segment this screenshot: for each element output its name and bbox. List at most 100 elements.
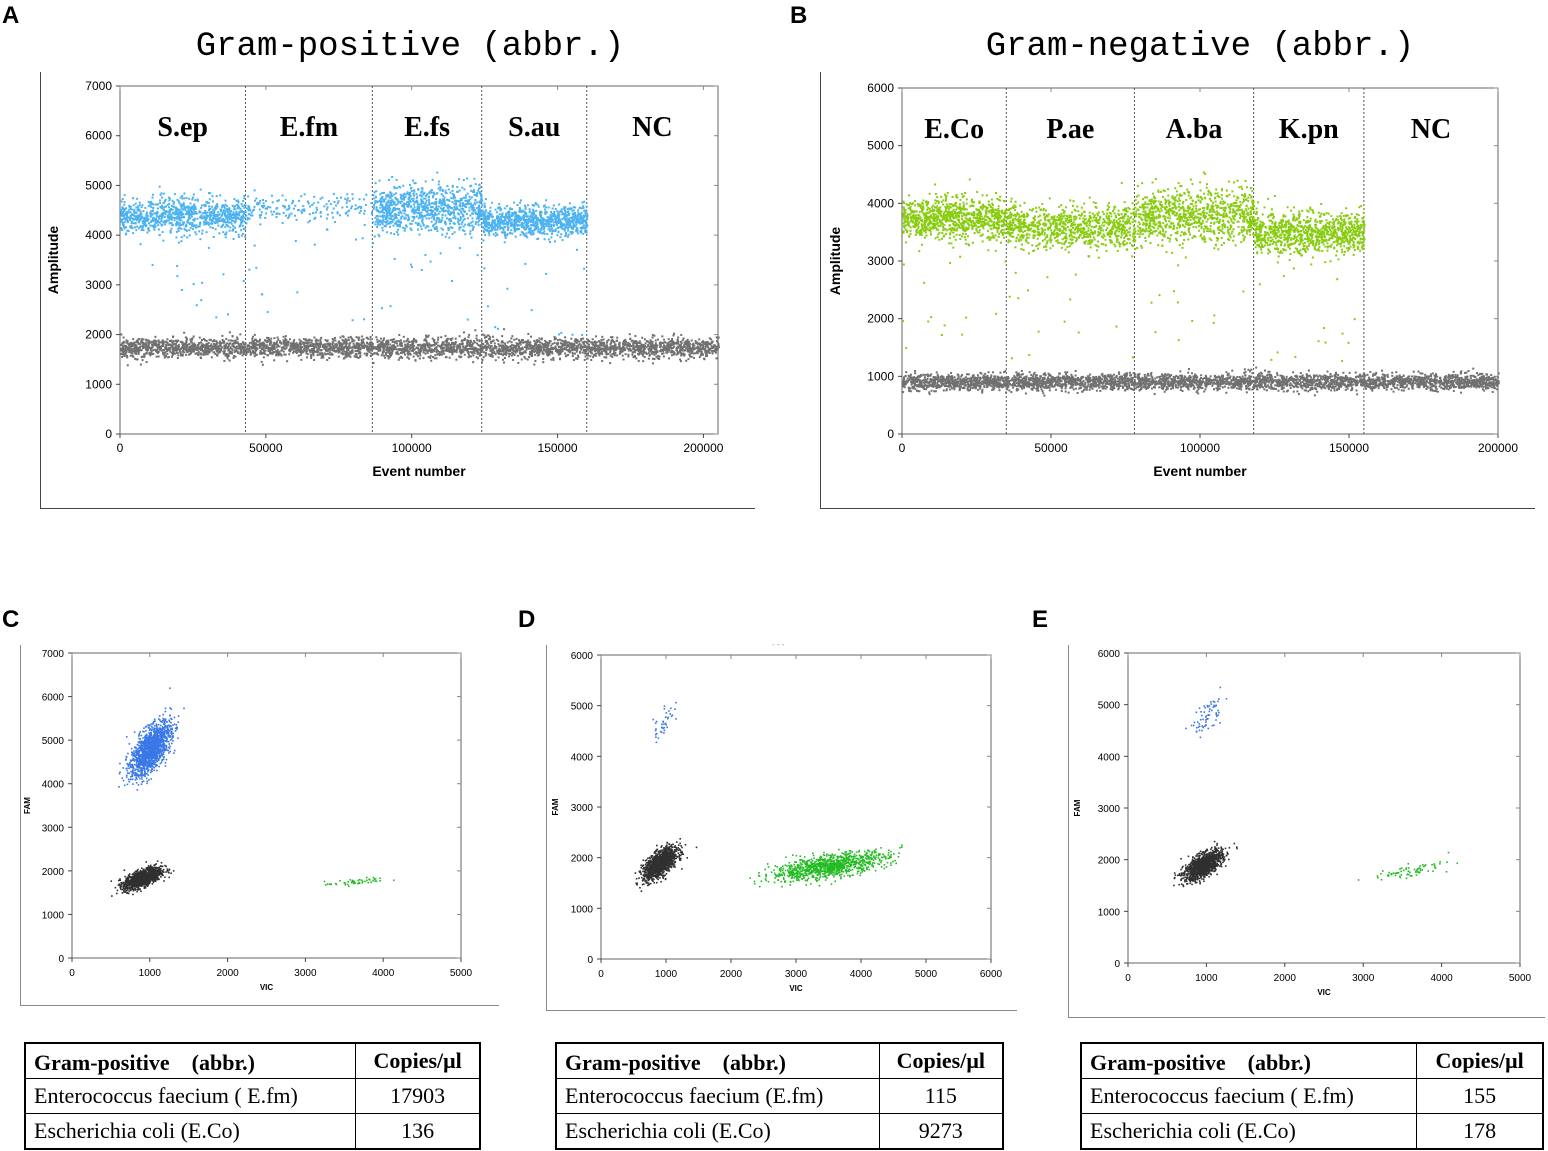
positive-droplet — [174, 207, 177, 210]
negative-droplet — [591, 342, 594, 345]
negative-droplet — [325, 345, 328, 348]
positive-droplet — [134, 222, 137, 225]
positive-droplet — [161, 211, 164, 214]
negative-droplet — [259, 352, 262, 355]
negative-droplet — [676, 349, 679, 352]
negative-droplet — [325, 350, 328, 353]
negative-droplet — [302, 338, 305, 341]
negative-droplet — [669, 340, 672, 343]
positive-droplet — [122, 225, 125, 228]
negative-droplet — [217, 349, 220, 352]
positive-droplet — [336, 212, 339, 215]
negative-droplet — [452, 341, 455, 344]
negative-droplet — [652, 346, 655, 349]
negative-droplet — [142, 341, 145, 344]
negative-droplet — [655, 352, 658, 355]
negative-droplet — [617, 345, 620, 348]
negative-droplet — [406, 337, 409, 340]
negative-droplet — [628, 349, 631, 352]
negative-droplet — [473, 341, 476, 344]
negative-droplet — [423, 339, 426, 342]
positive-droplet — [224, 226, 227, 229]
positive-droplet — [161, 213, 164, 216]
positive-droplet — [215, 218, 218, 221]
negative-droplet — [503, 342, 506, 345]
positive-droplet — [192, 219, 195, 222]
positive-droplet — [190, 205, 193, 208]
negative-droplet — [676, 339, 679, 342]
negative-droplet — [313, 346, 316, 349]
positive-droplet — [294, 204, 297, 207]
positive-droplet — [180, 240, 183, 243]
negative-droplet — [402, 335, 405, 338]
positive-droplet — [363, 198, 366, 201]
negative-droplet — [642, 354, 645, 357]
y-tick-label: 7000 — [85, 79, 112, 93]
positive-droplet — [218, 232, 221, 235]
positive-droplet — [175, 222, 178, 225]
positive-droplet — [188, 229, 191, 232]
negative-droplet — [278, 350, 281, 353]
negative-droplet — [365, 336, 368, 339]
positive-droplet — [477, 224, 480, 227]
positive-droplet — [410, 205, 413, 208]
negative-droplet — [323, 347, 326, 350]
positive-droplet — [288, 213, 291, 216]
negative-droplet — [359, 352, 362, 355]
positive-droplet — [136, 208, 139, 211]
negative-droplet — [508, 340, 511, 343]
positive-droplet — [208, 198, 211, 201]
negative-droplet — [515, 349, 518, 352]
negative-droplet — [603, 343, 606, 346]
positive-droplet — [151, 209, 154, 212]
negative-droplet — [200, 341, 203, 344]
positive-droplet — [370, 211, 373, 214]
negative-droplet — [122, 349, 125, 352]
negative-droplet — [235, 347, 238, 350]
negative-droplet — [532, 348, 535, 351]
negative-droplet — [310, 356, 313, 359]
negative-droplet — [715, 336, 718, 339]
positive-droplet — [234, 214, 237, 217]
positive-droplet — [439, 198, 442, 201]
positive-droplet — [240, 221, 243, 224]
negative-droplet — [574, 352, 577, 355]
negative-droplet — [535, 347, 538, 350]
positive-droplet — [163, 216, 166, 219]
positive-droplet — [180, 223, 183, 226]
negative-droplet — [555, 350, 558, 353]
negative-droplet — [671, 337, 674, 340]
outlier-droplet — [255, 266, 258, 269]
positive-droplet — [404, 227, 407, 230]
negative-droplet — [445, 338, 448, 341]
negative-droplet — [224, 343, 227, 346]
positive-droplet — [246, 216, 249, 219]
positive-droplet — [208, 218, 211, 221]
negative-droplet — [181, 346, 184, 349]
negative-droplet — [270, 352, 273, 355]
negative-droplet — [501, 340, 504, 343]
positive-droplet — [217, 213, 220, 216]
negative-droplet — [573, 348, 576, 351]
negative-droplet — [286, 360, 289, 363]
negative-droplet — [586, 342, 589, 345]
negative-droplet — [548, 353, 551, 356]
negative-droplet — [206, 342, 209, 345]
negative-droplet — [252, 335, 255, 338]
positive-droplet — [187, 216, 190, 219]
negative-droplet — [267, 338, 270, 341]
negative-droplet — [191, 345, 194, 348]
positive-droplet — [212, 217, 215, 220]
negative-droplet — [609, 362, 612, 365]
positive-droplet — [153, 212, 156, 215]
negative-droplet — [287, 343, 290, 346]
positive-droplet — [213, 209, 216, 212]
negative-droplet — [541, 352, 544, 355]
negative-droplet — [529, 351, 532, 354]
negative-droplet — [630, 345, 633, 348]
negative-droplet — [216, 354, 219, 357]
negative-droplet — [227, 344, 230, 347]
negative-droplet — [150, 350, 153, 353]
negative-droplet — [501, 347, 504, 350]
positive-droplet — [242, 232, 245, 235]
